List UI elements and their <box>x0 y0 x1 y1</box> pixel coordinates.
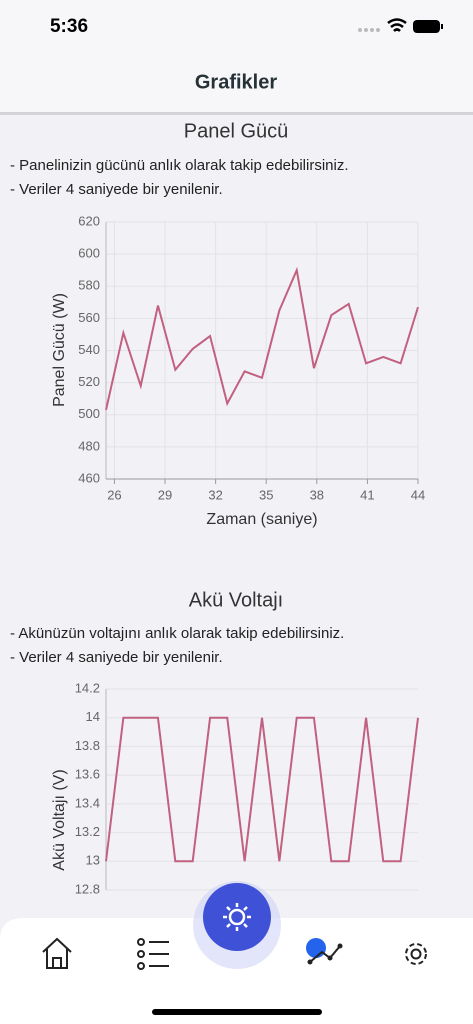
charts-tab[interactable] <box>306 938 343 965</box>
y-tick-label: 580 <box>78 278 100 293</box>
chart-title: Akü Voltajı <box>189 589 284 611</box>
y-tick-label: 13.8 <box>75 738 100 753</box>
x-tick-label: 29 <box>158 487 172 502</box>
x-tick-label: 38 <box>310 487 324 502</box>
x-tick-label: 44 <box>411 487 425 502</box>
note: - Akünüzün voltajını anlık olarak takip … <box>10 625 344 642</box>
y-tick-label: 460 <box>78 470 100 485</box>
note: - Panelinizin gücünü anlık olarak takip … <box>10 157 349 174</box>
y-tick-label: 14.2 <box>75 680 100 695</box>
x-tick-label: 32 <box>208 487 222 502</box>
x-tick-label: 41 <box>360 487 374 502</box>
y-tick-label: 620 <box>78 213 100 228</box>
battery-tip <box>441 24 443 29</box>
y-tick-label: 520 <box>78 374 100 389</box>
y-tick-label: 13.4 <box>75 795 100 810</box>
y-tick-label: 540 <box>78 342 100 357</box>
tab-bar <box>0 881 473 1024</box>
header-title: Grafikler <box>195 71 277 93</box>
line <box>105 716 419 863</box>
note: - Veriler 4 saniyede bir yenilenir. <box>10 649 223 666</box>
signal <box>358 28 380 32</box>
tab-bar-bg <box>0 918 473 1024</box>
list-tab[interactable] <box>137 938 169 970</box>
chart-title: Panel Gücü <box>184 120 289 142</box>
y-tick-label: 13.2 <box>75 824 100 839</box>
y-tick-label: 600 <box>78 246 100 261</box>
y-tick-label: 480 <box>78 438 100 453</box>
x-tick-label: 35 <box>259 487 273 502</box>
y-tick-label: 13.6 <box>75 767 100 782</box>
home-indicator <box>152 1009 322 1015</box>
fab-icon <box>223 903 251 931</box>
charts: 460 480 500 520 540 560 580 600 620 26 29 32 35 38 41 4… <box>75 213 426 896</box>
settings-tab[interactable] <box>405 943 427 965</box>
wifi <box>387 18 407 32</box>
x-tick-label: 26 <box>107 487 121 502</box>
fab[interactable] <box>203 883 271 951</box>
y-axis-label: Akü Voltajı (V) <box>51 769 68 870</box>
header-shadow <box>0 112 473 115</box>
y-tick-label: 560 <box>78 310 100 325</box>
y-axis-label: Panel Gücü (W) <box>51 293 68 407</box>
y-tick-label: 13 <box>86 853 100 868</box>
x-axis-label: Zaman (saniye) <box>206 511 317 528</box>
battery <box>413 20 440 33</box>
status-time: 5:36 <box>50 16 88 37</box>
y-tick-label: 12.8 <box>75 881 100 896</box>
note: - Veriler 4 saniyede bir yenilenir. <box>10 181 223 198</box>
home-tab[interactable] <box>42 937 72 969</box>
y-tick-label: 14 <box>86 709 100 724</box>
y-tick-label: 500 <box>78 406 100 421</box>
line <box>105 266 419 411</box>
